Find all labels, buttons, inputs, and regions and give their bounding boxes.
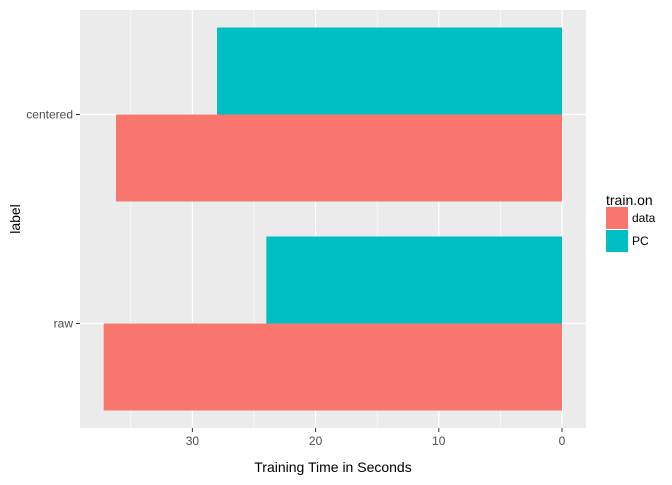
legend-title: train.on	[606, 192, 653, 208]
y-tick-label: centered	[26, 108, 73, 122]
bar-data-centered	[116, 114, 563, 202]
bar-data-raw	[103, 323, 563, 411]
x-tick-label: 10	[432, 434, 446, 448]
x-tick-label: 30	[186, 434, 200, 448]
x-tick-label: 20	[309, 434, 323, 448]
x-axis-title: Training Time in Seconds	[254, 459, 411, 475]
legend-key-PC	[606, 230, 628, 252]
y-axis-title: label	[7, 204, 23, 234]
legend-label-PC: PC	[632, 234, 649, 248]
bar-PC-raw	[266, 236, 562, 324]
legend-key-data	[606, 207, 628, 229]
legend: train.on data PC	[606, 192, 656, 252]
axis-ticks: 0 10 20 30 raw centered	[26, 108, 565, 449]
bars	[103, 27, 563, 411]
legend-label-data: data	[632, 211, 656, 225]
bar-PC-centered	[217, 27, 563, 115]
x-tick-label: 0	[559, 434, 566, 448]
y-tick-label: raw	[54, 317, 74, 331]
